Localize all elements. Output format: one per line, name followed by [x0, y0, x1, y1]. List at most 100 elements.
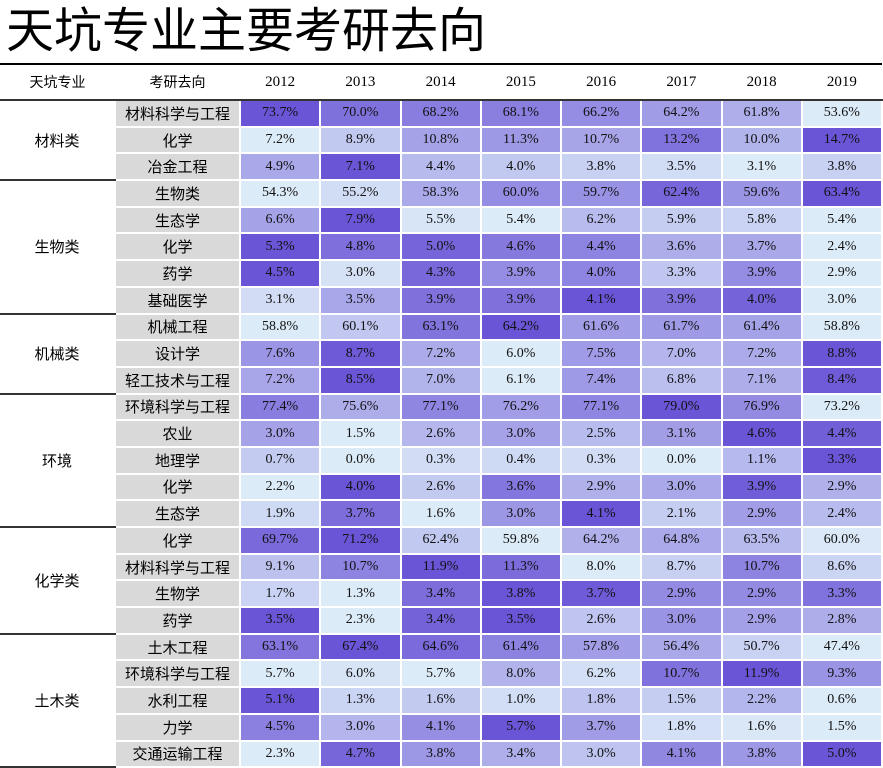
heatmap-cell: 50.7% [720, 632, 803, 662]
heatmap-cell: 3.0% [559, 739, 643, 768]
header-year: 2019 [801, 64, 882, 101]
heatmap-cell: 2.5% [559, 419, 643, 448]
heatmap-cell: 6.6% [238, 205, 322, 235]
heatmap-cell: 2.9% [720, 499, 803, 528]
heatmap-cell: 60.1% [319, 312, 402, 342]
heatmap-cell: 2.9% [720, 579, 803, 609]
heatmap-cell: 1.8% [559, 686, 643, 715]
heatmap-cell: 8.0% [479, 659, 563, 689]
heatmap-cell: 58.3% [399, 179, 482, 208]
heatmap-cell: 63.1% [238, 632, 322, 662]
heatmap-cell: 7.2% [720, 339, 803, 368]
heatmap-cell: 3.9% [479, 285, 563, 315]
table-row: 水利工程 5.1% 1.3% 1.6% 1.0% 1.8% 1.5% 2.2% 0.6% [0, 686, 883, 715]
heatmap-cell: 63.5% [720, 526, 803, 555]
direction-label: 化学 [114, 232, 241, 262]
heatmap-cell: 6.0% [479, 339, 563, 368]
header-year: 2016 [561, 64, 642, 101]
heatmap-cell: 3.1% [640, 419, 723, 448]
direction-label: 环境科学与工程 [114, 659, 241, 689]
heatmap-cell: 11.9% [720, 659, 803, 689]
heatmap-cell: 61.7% [640, 312, 723, 342]
direction-label: 药学 [114, 606, 241, 635]
direction-label: 农业 [114, 419, 241, 448]
heatmap-cell: 0.3% [559, 445, 643, 475]
heatmap-cell: 11.3% [479, 552, 563, 582]
heatmap-cell: 7.2% [399, 339, 482, 368]
heatmap-cell: 4.0% [720, 285, 803, 315]
header-row: 天坑专业 考研去向 2012 2013 2014 2015 2016 2017 2018 20… [0, 64, 882, 101]
heatmap-cell: 3.9% [720, 472, 803, 502]
heatmap-cell: 3.1% [720, 152, 803, 182]
heatmap-cell: 56.4% [640, 632, 723, 662]
heatmap-cell: 4.6% [479, 232, 563, 262]
direction-label: 环境科学与工程 [114, 392, 241, 422]
table-row: 机械类 机械工程 58.8% 60.1% 63.1% 64.2% 61.6% 61.7% 61.… [0, 312, 883, 395]
heatmap-cell: 3.9% [720, 259, 803, 288]
heatmap-cell: 4.1% [399, 712, 482, 742]
table-row: 轻工技术与工程 7.2% 8.5% 7.0% 6.1% 7.4% 6.8% 7.1% 8.4% [0, 365, 883, 395]
table-row: 材料科学与工程 9.1% 10.7% 11.9% 11.3% 8.0% 8.7% 10.7% 8… [0, 552, 883, 582]
heatmap-cell: 3.5% [640, 152, 723, 182]
direction-label: 化学 [114, 526, 241, 555]
heatmap-table: 天坑专业 考研去向 2012 2013 2014 2015 2016 2017 2018 20… [0, 63, 883, 768]
heatmap-cell: 70.0% [319, 99, 402, 128]
heatmap-cell: 3.0% [238, 419, 322, 448]
heatmap-cell: 0.6% [800, 686, 883, 715]
heatmap-cell: 4.0% [559, 259, 643, 288]
heatmap-cell: 76.2% [479, 392, 563, 422]
table-row: 生态学 6.6% 7.9% 5.5% 5.4% 6.2% 5.9% 5.8% 5.4% [0, 205, 883, 235]
heatmap-cell: 2.3% [319, 606, 402, 635]
heatmap-cell: 64.6% [399, 632, 482, 662]
heatmap-cell: 1.8% [640, 712, 723, 742]
heatmap-cell: 5.1% [238, 686, 322, 715]
heatmap-cell: 4.6% [720, 419, 803, 448]
heatmap-cell: 7.9% [319, 205, 402, 235]
heatmap-cell: 75.6% [319, 392, 402, 422]
direction-label: 化学 [114, 472, 241, 502]
heatmap-cell: 58.8% [238, 312, 322, 342]
heatmap-cell: 67.4% [319, 632, 402, 662]
table-row: 环境科学与工程 5.7% 6.0% 5.7% 8.0% 6.2% 10.7% 11.9% 9.3… [0, 659, 883, 689]
heatmap-cell: 2.9% [800, 472, 883, 502]
table-row: 生物学 1.7% 1.3% 3.4% 3.8% 3.7% 2.9% 2.9% 3.3% [0, 579, 883, 609]
table-row: 化学类 化学 69.7% 71.2% 62.4% 59.8% 64.2% 64.8% 63.5%… [0, 526, 883, 635]
heatmap-cell: 1.9% [238, 499, 322, 528]
heatmap-cell: 8.6% [800, 552, 883, 582]
header-major: 天坑专业 [0, 64, 115, 101]
heatmap-cell: 63.1% [399, 312, 482, 342]
heatmap-cell: 4.1% [559, 285, 643, 315]
heatmap-cell: 4.9% [238, 152, 322, 182]
heatmap-cell: 7.4% [559, 365, 643, 395]
heatmap-cell: 7.5% [559, 339, 643, 368]
heatmap-cell: 5.4% [800, 205, 883, 235]
heatmap-cell: 2.9% [800, 259, 883, 288]
group-label: 材料类 [0, 100, 115, 182]
heatmap-cell: 3.6% [640, 232, 723, 262]
heatmap-cell: 1.5% [800, 712, 883, 742]
heatmap-cell: 8.7% [640, 552, 723, 582]
direction-label: 冶金工程 [114, 152, 241, 182]
heatmap-cell: 5.4% [479, 205, 563, 235]
table-row: 地理学 0.7% 0.0% 0.3% 0.4% 0.3% 0.0% 1.1% 3.3% [0, 445, 883, 475]
heatmap-cell: 4.1% [559, 499, 643, 528]
heatmap-cell: 4.0% [479, 152, 563, 182]
heatmap-cell: 7.0% [640, 339, 723, 368]
heatmap-cell: 68.2% [399, 99, 482, 128]
table-row: 药学 4.5% 3.0% 4.3% 3.9% 4.0% 3.3% 3.9% 2.9% [0, 259, 883, 288]
heatmap-cell: 3.6% [479, 472, 563, 502]
heatmap-cell: 55.2% [319, 179, 402, 208]
heatmap-cell: 3.4% [479, 739, 563, 768]
heatmap-cell: 8.7% [319, 339, 402, 368]
table-row: 力学 4.5% 3.0% 4.1% 5.7% 3.7% 1.8% 1.6% 1.5% [0, 712, 883, 742]
heatmap-cell: 2.6% [399, 419, 482, 448]
heatmap-cell: 2.2% [238, 472, 322, 502]
heatmap-cell: 64.2% [559, 526, 643, 555]
table-row: 设计学 7.6% 8.7% 7.2% 6.0% 7.5% 7.0% 7.2% 8.8% [0, 339, 883, 368]
heatmap-cell: 71.2% [319, 526, 402, 555]
heatmap-cell: 0.3% [399, 445, 482, 475]
heatmap-cell: 4.4% [800, 419, 883, 448]
heatmap-cell: 9.3% [800, 659, 883, 689]
heatmap-cell: 0.7% [238, 445, 322, 475]
direction-label: 材料科学与工程 [114, 552, 241, 582]
